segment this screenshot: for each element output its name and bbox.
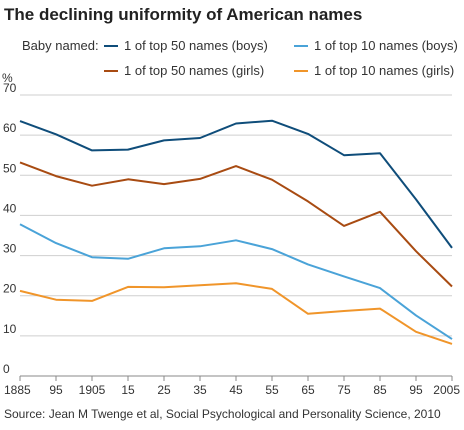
chart-title: The declining uniformity of American nam…: [4, 5, 363, 24]
y-axis-label: %: [2, 71, 13, 85]
x-tick-label: 95: [409, 383, 423, 397]
y-tick-label: 60: [3, 121, 17, 135]
legend-item-girls-top50: 1 of top 50 names (girls): [104, 63, 264, 78]
x-tick-label: 75: [337, 383, 351, 397]
legend-label: 1 of top 10 names (girls): [314, 63, 455, 78]
legend-label: 1 of top 50 names (boys): [124, 38, 268, 53]
legend-item-boys-top50: 1 of top 50 names (boys): [104, 38, 268, 53]
x-tick-label: 2005: [433, 383, 460, 397]
legend-label: 1 of top 50 names (girls): [124, 63, 265, 78]
x-tick-label: 65: [301, 383, 315, 397]
series-line-2: [19, 161, 453, 288]
series-lines: [19, 119, 453, 345]
legend-item-boys-top10: 1 of top 10 names (boys): [294, 38, 458, 53]
legend-swatch: [294, 44, 308, 47]
x-tick-label: 45: [229, 383, 243, 397]
x-tick-label: 15: [121, 383, 135, 397]
x-tick-label: 55: [265, 383, 279, 397]
legend-item-girls-top10: 1 of top 10 names (girls): [294, 63, 454, 78]
y-tick-label: 20: [3, 282, 17, 296]
series-line-1: [19, 223, 453, 340]
y-tick-label: 50: [3, 161, 17, 175]
y-tick-label: 40: [3, 201, 17, 215]
x-tick-label: 25: [157, 383, 171, 397]
y-tick-label: 10: [3, 322, 17, 336]
source-note: Source: Jean M Twenge et al, Social Psyc…: [4, 407, 441, 421]
y-tick-label: 0: [3, 362, 10, 376]
y-tick-label: 70: [3, 81, 17, 95]
x-tick-label: 95: [49, 383, 63, 397]
x-tick-label: 1885: [4, 383, 31, 397]
legend-label: 1 of top 10 names (boys): [314, 38, 458, 53]
legend-swatch: [104, 69, 118, 72]
legend-swatch: [104, 44, 118, 47]
grid: [20, 94, 452, 377]
x-tick-label: 85: [373, 383, 387, 397]
x-tick-label: 35: [193, 383, 207, 397]
y-tick-label: 30: [3, 242, 17, 256]
series-line-3: [19, 282, 453, 345]
legend-swatch: [294, 69, 308, 72]
series-line-0: [19, 119, 453, 249]
x-tick-label: 1905: [79, 383, 106, 397]
legend-prefix: Baby named:: [22, 38, 99, 53]
axes: 0 10 20 30 40 50 60 70 1885 95 1905 15 25 35 45 55 65 75 8…: [3, 81, 460, 397]
